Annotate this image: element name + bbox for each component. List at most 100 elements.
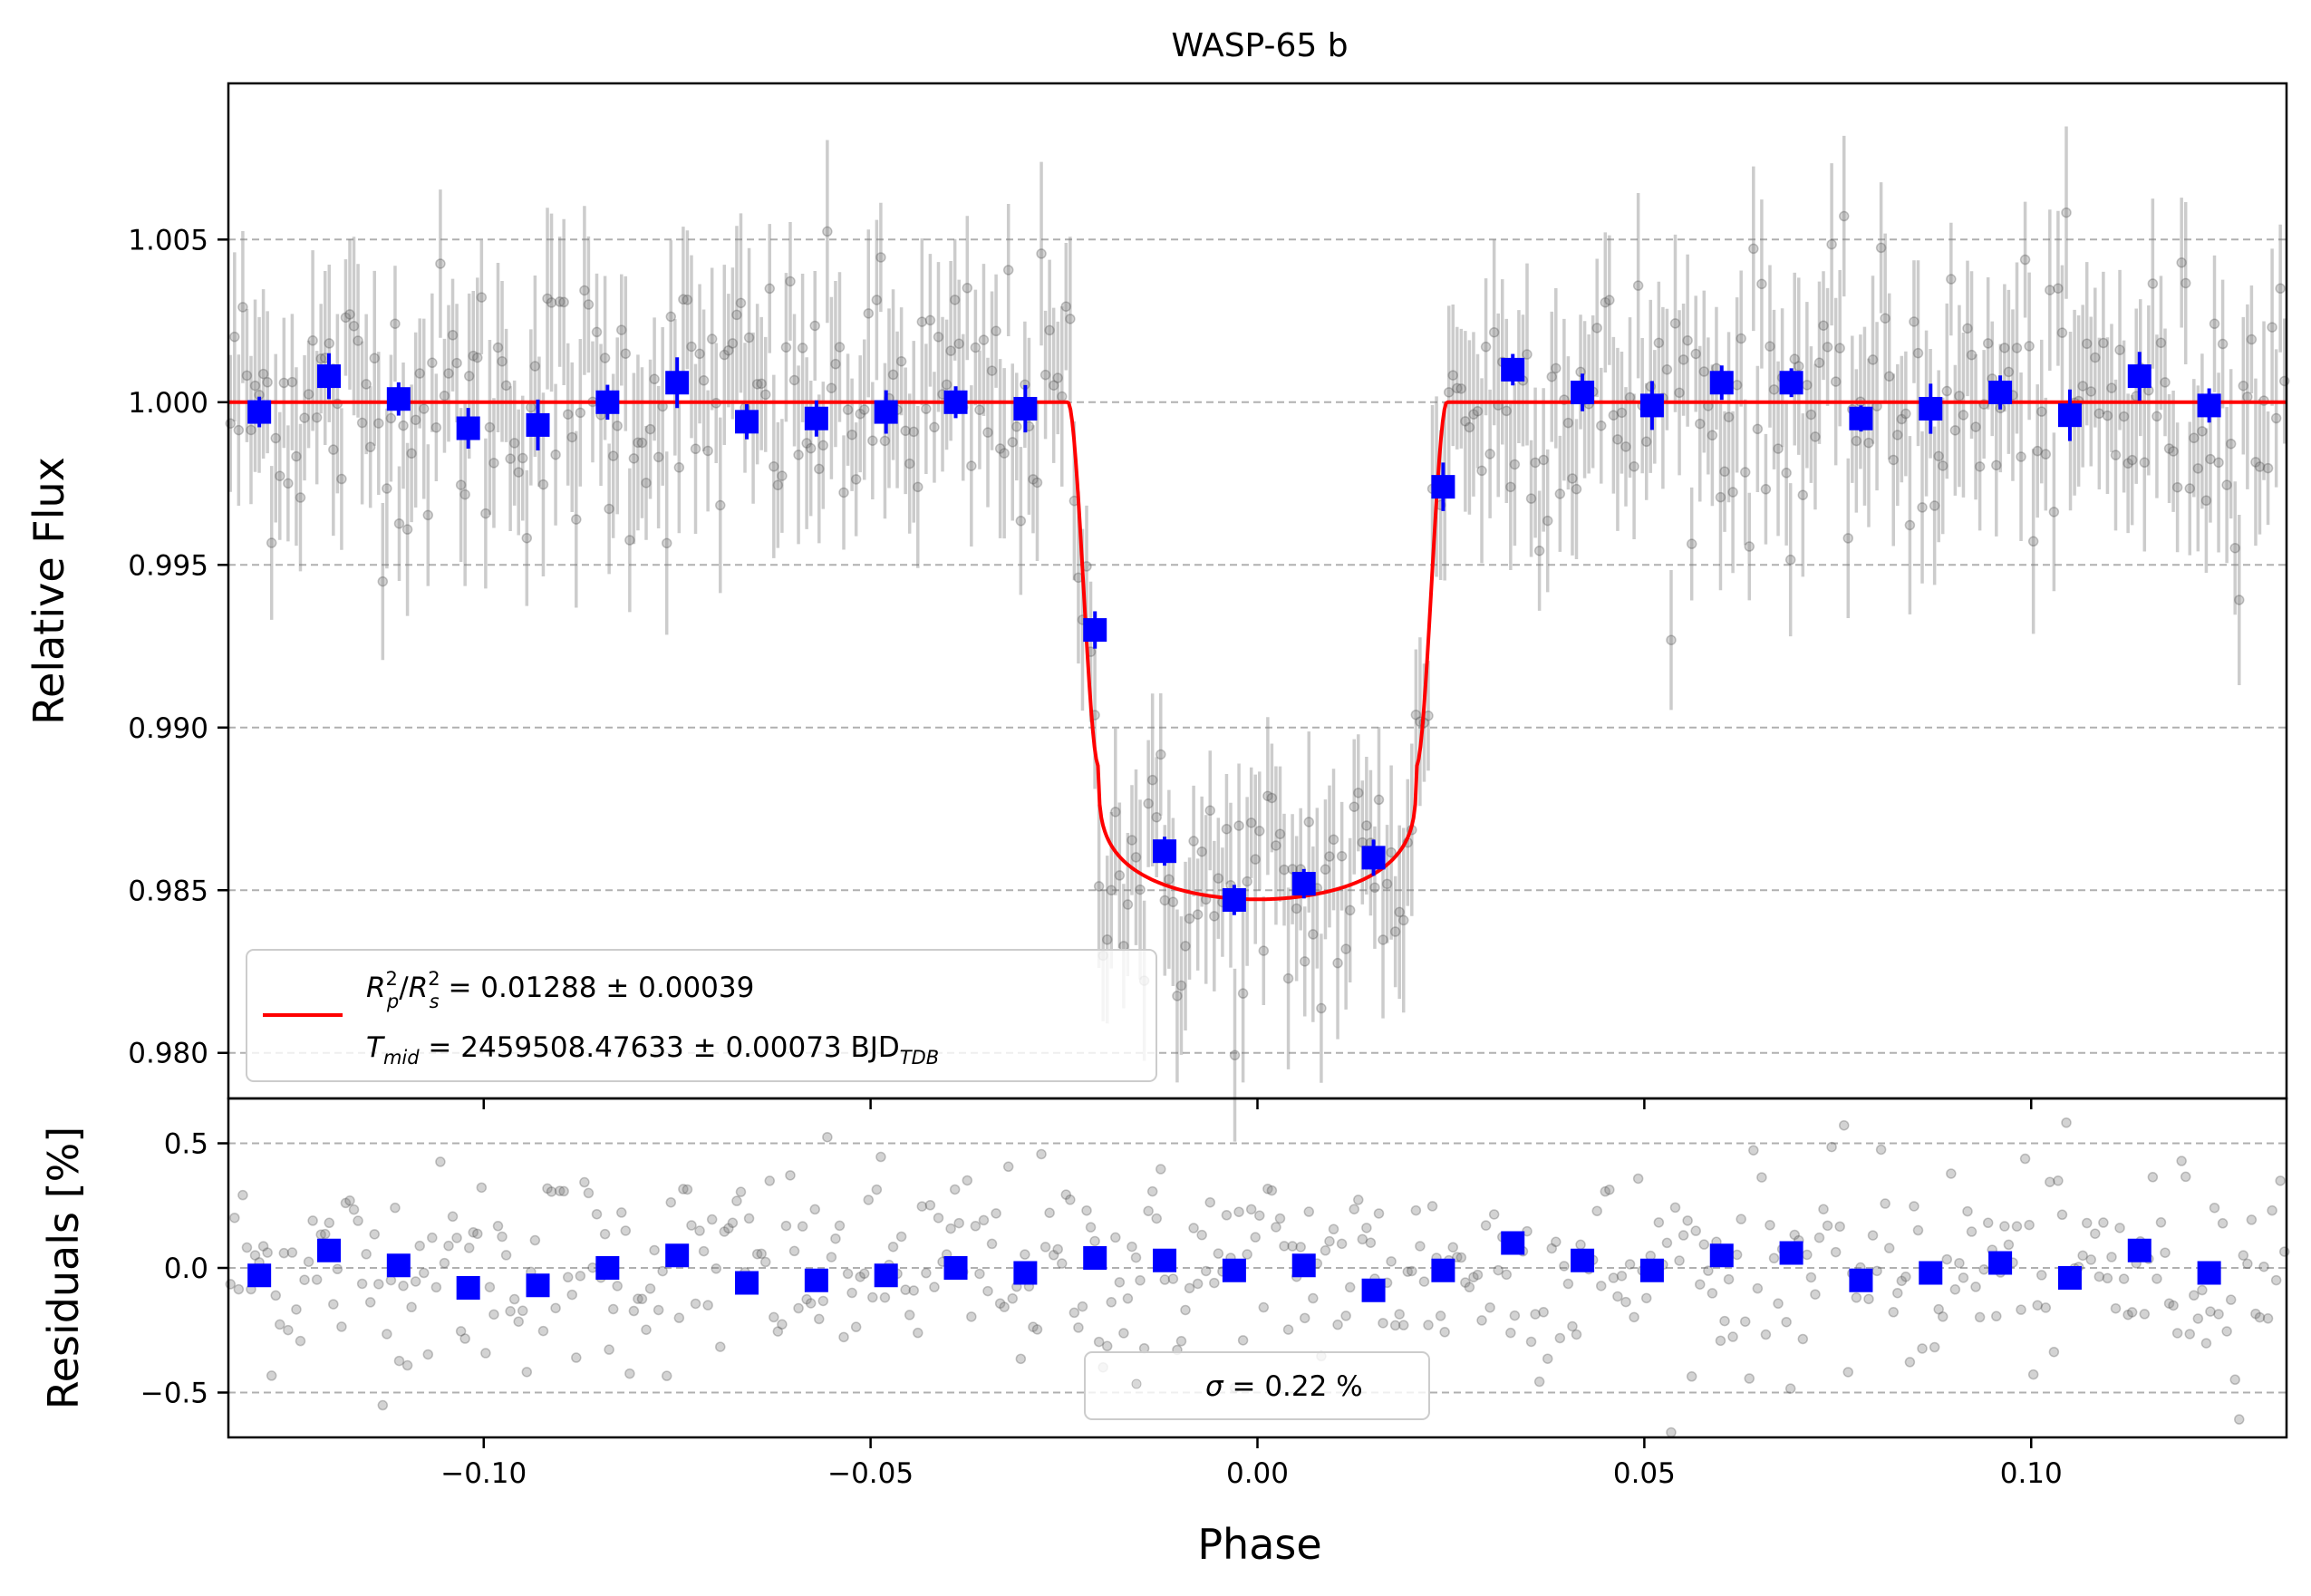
raw-point xyxy=(373,418,384,429)
residual-raw-point xyxy=(2077,1250,2088,1262)
residual-raw-point xyxy=(451,1233,462,1243)
residual-raw-point xyxy=(2110,1302,2122,1314)
residual-raw-point xyxy=(834,1220,846,1232)
raw-point xyxy=(1727,487,1738,498)
residual-raw-point xyxy=(579,1176,590,1188)
raw-point xyxy=(2093,408,2105,420)
residual-raw-point xyxy=(1196,1229,1207,1241)
raw-point xyxy=(2189,432,2200,444)
residual-raw-point xyxy=(1015,1353,1027,1365)
residual-raw-point xyxy=(566,1289,578,1301)
raw-point xyxy=(2139,457,2151,469)
residual-raw-point xyxy=(1678,1230,1689,1241)
residual-raw-point xyxy=(591,1208,603,1220)
residual-raw-point xyxy=(715,1341,726,1352)
raw-point xyxy=(262,377,273,388)
raw-point xyxy=(1299,956,1310,967)
raw-point xyxy=(401,524,413,535)
residual-raw-point xyxy=(673,1312,685,1323)
residual-raw-point xyxy=(249,1250,261,1261)
raw-point xyxy=(616,324,627,335)
residual-raw-point xyxy=(2184,1329,2196,1340)
raw-point xyxy=(1233,820,1244,831)
residual-raw-point xyxy=(340,1197,352,1209)
residual-raw-point xyxy=(1213,1248,1224,1259)
raw-point xyxy=(1674,387,1685,399)
residual-raw-point xyxy=(1719,1315,1730,1327)
residual-raw-point xyxy=(723,1223,734,1234)
residual-raw-point xyxy=(1653,1217,1665,1228)
residual-raw-point xyxy=(497,1231,508,1243)
residual-raw-point xyxy=(2270,1274,2282,1286)
residual-raw-point xyxy=(1418,1276,1430,1287)
residual-raw-point xyxy=(1101,1340,1113,1352)
raw-point xyxy=(1480,341,1492,353)
raw-point xyxy=(1221,823,1233,835)
residual-binned-points xyxy=(247,1231,2221,1302)
raw-point xyxy=(1933,450,1944,462)
raw-point xyxy=(257,368,269,380)
raw-point xyxy=(1784,554,1796,566)
binned-point xyxy=(1361,846,1386,870)
residual-raw-point xyxy=(2118,1273,2130,1284)
raw-point xyxy=(1533,545,1545,556)
residual-raw-point xyxy=(1562,1278,1574,1290)
raw-point xyxy=(361,379,372,390)
residual-raw-point xyxy=(1415,1241,1426,1252)
raw-point xyxy=(1460,416,1471,427)
residual-raw-point xyxy=(1505,1327,1516,1339)
raw-point xyxy=(1159,895,1171,906)
raw-point xyxy=(982,427,993,438)
raw-point xyxy=(673,462,685,473)
residual-raw-point xyxy=(1666,1427,1677,1438)
raw-point xyxy=(2061,207,2072,218)
residual-raw-point xyxy=(913,1327,923,1339)
raw-point xyxy=(887,369,899,381)
binned-point xyxy=(665,371,690,395)
raw-point xyxy=(1966,349,1977,361)
raw-point xyxy=(2184,483,2196,494)
residual-raw-point xyxy=(624,1368,635,1379)
residual-raw-point xyxy=(620,1225,632,1236)
raw-point xyxy=(2118,411,2130,422)
raw-point xyxy=(369,353,380,364)
raw-point xyxy=(1156,749,1166,760)
residual-raw-point xyxy=(1883,1243,1895,1253)
residual-raw-point xyxy=(1863,1293,1874,1305)
raw-point xyxy=(1110,807,1121,817)
residual-raw-point xyxy=(529,1234,541,1246)
raw-point xyxy=(1982,338,1994,349)
raw-point xyxy=(1794,361,1804,372)
main-raw-errorbars xyxy=(228,126,2287,1142)
raw-point xyxy=(1530,457,1541,469)
residual-raw-point xyxy=(826,1252,837,1262)
residual-raw-point xyxy=(974,1268,985,1280)
raw-point xyxy=(1344,904,1356,916)
residual-raw-point xyxy=(991,1208,1001,1219)
raw-point xyxy=(1349,801,1359,812)
residual-raw-point xyxy=(295,1335,306,1347)
raw-point xyxy=(566,431,578,443)
residual-raw-point xyxy=(283,1324,294,1336)
residual-panel: −0.5 0.0 0.5 −0.10 −0.05 0.00 0.05 0.10 Residu… xyxy=(39,1097,2290,1569)
residual-raw-point xyxy=(2225,1294,2237,1305)
raw-point xyxy=(1739,467,1751,478)
raw-point xyxy=(661,537,672,549)
raw-point xyxy=(1242,875,1252,887)
residual-raw-point xyxy=(2045,1176,2055,1187)
residual-raw-point xyxy=(1266,1185,1278,1196)
raw-point xyxy=(715,499,726,511)
main-raw-points xyxy=(225,207,2290,1061)
raw-point xyxy=(970,342,981,353)
raw-point xyxy=(2225,438,2237,450)
residual-raw-point xyxy=(537,1325,549,1337)
residual-raw-point xyxy=(706,1214,718,1225)
raw-point xyxy=(2036,406,2047,417)
residual-raw-point xyxy=(2200,1338,2212,1349)
residual-raw-point xyxy=(443,1240,454,1252)
residual-raw-point xyxy=(2155,1217,2167,1228)
raw-point xyxy=(1274,828,1286,840)
residual-raw-point xyxy=(1476,1315,1487,1326)
raw-point xyxy=(2267,322,2277,333)
residual-raw-point xyxy=(2027,1369,2039,1380)
